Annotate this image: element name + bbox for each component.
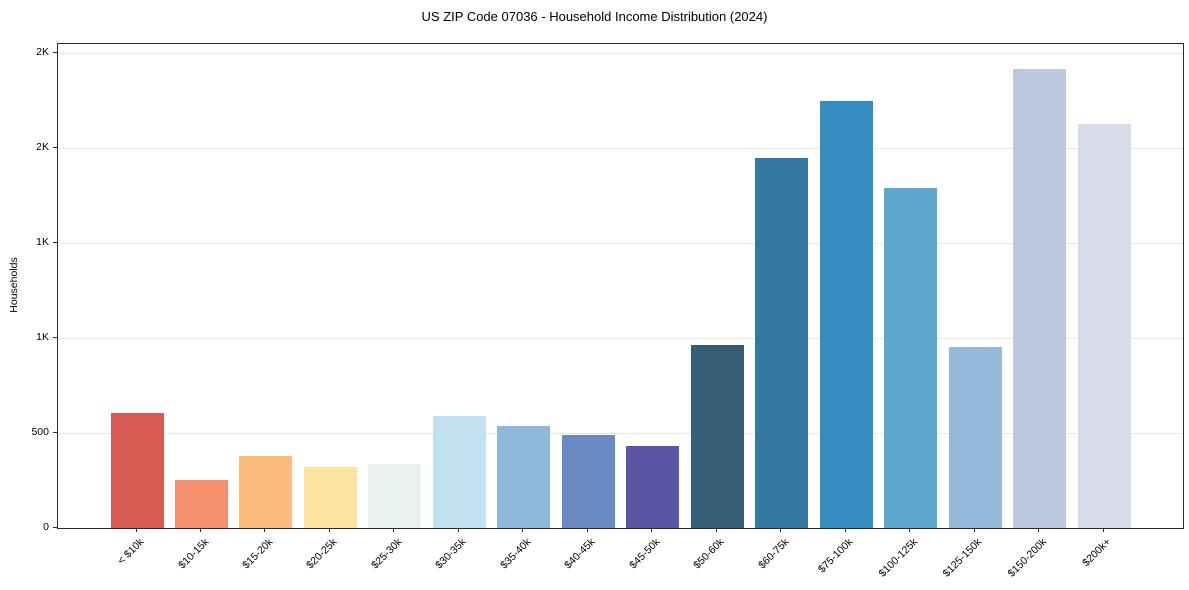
x-tick-label: $10-15k [175, 536, 211, 572]
x-tick-label: $125-150k [940, 536, 985, 580]
bar-$15-20k [239, 455, 293, 528]
x-tick-label: $45-50k [626, 536, 663, 572]
x-tick-mark [973, 528, 975, 532]
x-tick-mark [844, 528, 846, 532]
bar-< $10k [110, 413, 164, 528]
y-tick-mark [53, 526, 57, 528]
x-tick-mark [651, 528, 653, 532]
bar-$100-125k [884, 188, 938, 528]
x-tick-mark [522, 528, 524, 532]
bar-$35-40k [497, 426, 551, 528]
bar-$150-200k [1013, 68, 1067, 528]
gridline [58, 432, 1183, 434]
y-tick-label: 2K [36, 45, 49, 58]
x-tick-label: $60-75k [755, 536, 792, 572]
y-tick-label: 1K [36, 330, 49, 343]
x-tick-label: $40-45k [562, 536, 598, 572]
bar-$60-75k [755, 157, 809, 528]
x-tick-label: $100-125k [876, 536, 921, 580]
x-tick-label: < $10k [115, 536, 147, 567]
x-tick-mark [909, 528, 911, 532]
bar-$40-45k [561, 435, 615, 528]
x-tick-label: $25-30k [369, 536, 405, 572]
bar-$25-30k [368, 464, 422, 528]
x-tick-mark [328, 528, 330, 532]
y-tick-label: 0 [43, 520, 49, 533]
y-tick-mark [53, 241, 57, 243]
x-tick-label: $35-40k [497, 536, 534, 572]
x-tick-mark [780, 528, 782, 532]
x-tick-mark [457, 528, 459, 532]
y-tick-label: 500 [31, 425, 49, 438]
bar-$30-35k [432, 416, 486, 528]
y-tick-mark [53, 336, 57, 338]
y-tick-mark [53, 51, 57, 53]
bar-$75-100k [819, 100, 873, 528]
x-tick-label: $75-100k [816, 536, 856, 576]
x-tick-label: $30-35k [433, 536, 469, 572]
gridline [58, 147, 1183, 149]
x-tick-mark [135, 528, 137, 532]
bar-$20-25k [303, 467, 357, 528]
bar-$10-15k [174, 479, 228, 528]
y-axis-title: Households [8, 257, 20, 313]
y-tick-label: 2K [36, 140, 49, 153]
x-tick-mark [1038, 528, 1040, 532]
chart-title: US ZIP Code 07036 - Household Income Dis… [421, 9, 768, 24]
x-tick-mark [199, 528, 201, 532]
y-tick-mark [53, 431, 57, 433]
x-tick-mark [586, 528, 588, 532]
x-tick-mark [715, 528, 717, 532]
x-tick-label: $20-25k [304, 536, 340, 572]
bar-$45-50k [626, 446, 680, 528]
plot-area [57, 43, 1184, 529]
bar-$125-150k [948, 346, 1002, 528]
gridline [58, 242, 1183, 244]
x-tick-mark [264, 528, 266, 532]
x-tick-mark [1102, 528, 1104, 532]
y-tick-mark [53, 146, 57, 148]
x-tick-mark [393, 528, 395, 532]
x-tick-label: $50-60k [691, 536, 727, 572]
bar-$200k+ [1077, 123, 1131, 528]
bar-$50-60k [690, 344, 744, 528]
gridline [58, 337, 1183, 339]
x-tick-label: $15-20k [240, 536, 276, 572]
x-tick-label: $200k+ [1080, 536, 1114, 570]
x-tick-label: $150-200k [1005, 536, 1050, 580]
y-tick-label: 1K [36, 235, 49, 248]
gridline [58, 52, 1183, 54]
